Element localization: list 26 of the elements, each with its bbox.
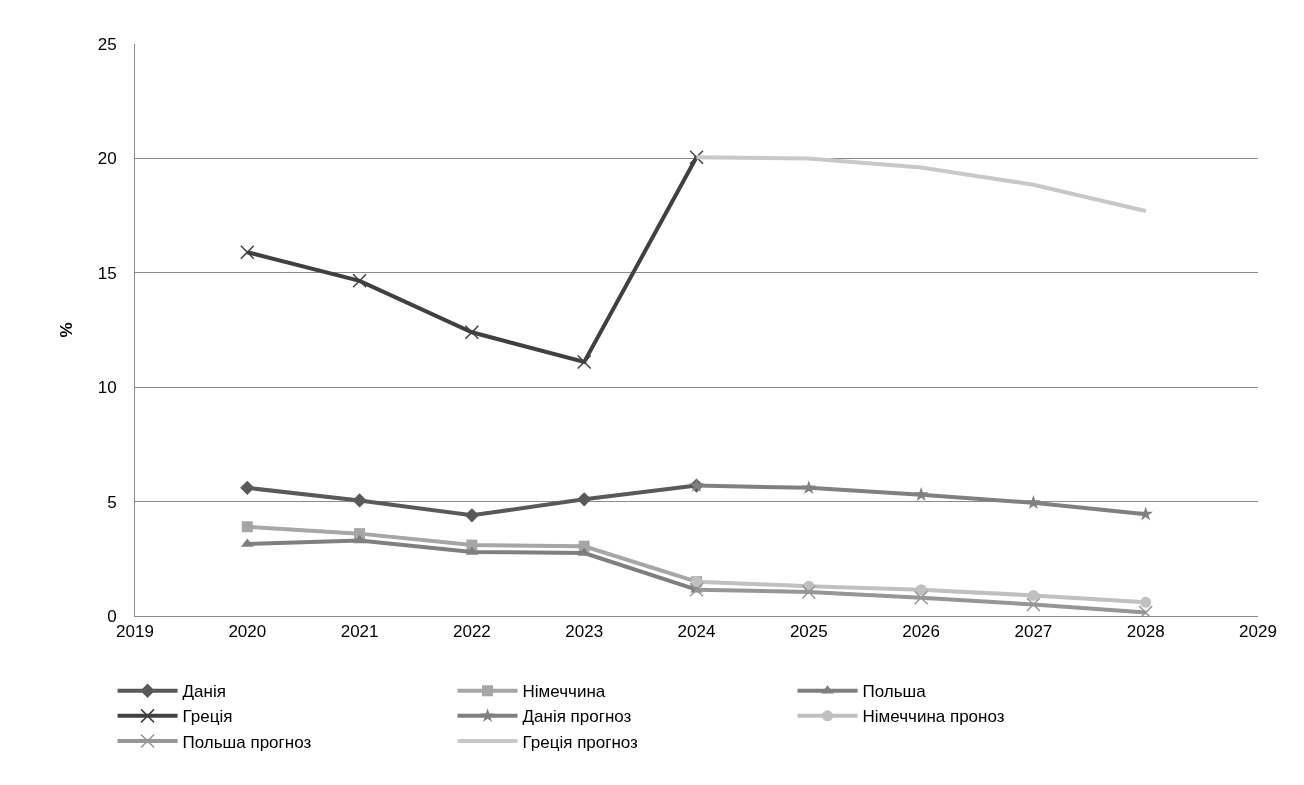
legend-label: Польша прогноз: [182, 732, 312, 752]
legend-label: Греція прогноз: [522, 732, 639, 752]
x-tick-label: 2024: [677, 622, 716, 642]
x-tick-label: 2025: [789, 622, 828, 642]
legend-label: Німеччина: [522, 682, 606, 702]
x-tick-label: 2028: [1126, 622, 1165, 642]
legend-label: Польша: [862, 682, 927, 702]
x-tick-label: 2029: [1239, 622, 1277, 642]
y-tick-label: 20: [97, 149, 117, 169]
x-tick-label: 2022: [452, 622, 491, 642]
x-tick-label: 2023: [565, 622, 604, 642]
y-tick-label: 15: [97, 263, 117, 283]
y-axis-title: %: [57, 322, 77, 338]
y-tick-label: 5: [107, 492, 117, 512]
x-tick-label: 2021: [340, 622, 379, 642]
legend-label: Греція: [182, 707, 233, 727]
x-tick-label: 2026: [902, 622, 941, 642]
legend-label: Німеччина проноз: [862, 707, 1005, 727]
legend-label: Данія прогноз: [522, 707, 632, 727]
x-tick-label: 2020: [228, 622, 267, 642]
y-tick-label: 0: [107, 606, 117, 626]
y-tick-label: 25: [97, 34, 117, 54]
legend-label: Данія: [182, 682, 226, 702]
y-tick-label: 10: [97, 378, 117, 398]
x-tick-label: 2019: [116, 622, 154, 642]
x-tick-label: 2027: [1014, 622, 1053, 642]
